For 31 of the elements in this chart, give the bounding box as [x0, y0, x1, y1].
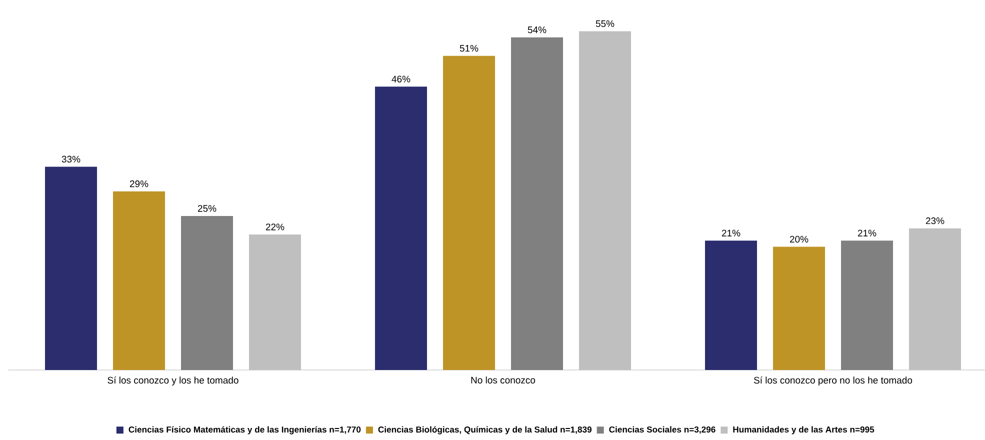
data-label: 33% — [62, 156, 80, 163]
legend-label: Humanidades y de las Artes n=995 — [733, 426, 874, 434]
bar — [249, 234, 302, 370]
x-tick-label: Sí los conozco pero no los he tomado — [754, 376, 912, 386]
x-tick-label: No los conozco — [471, 376, 536, 384]
bar — [443, 56, 496, 370]
data-label: 22% — [266, 224, 284, 230]
legend-label: Ciencias Físico Matemáticas y de las Ingenierías n=1,770 — [128, 426, 361, 434]
data-label: 55% — [596, 20, 614, 27]
data-label: 21% — [858, 230, 876, 236]
x-tick-label: Sí los conozco y los he tomado — [108, 376, 238, 386]
bar — [773, 246, 826, 370]
data-label: 51% — [460, 44, 478, 52]
bar — [511, 37, 564, 370]
bar — [113, 191, 166, 370]
legend-label: Ciencias Biológicas, Químicas y de la Salud n=1,839 — [378, 426, 592, 434]
data-label: 29% — [130, 180, 148, 188]
data-label: 21% — [722, 230, 740, 236]
bar — [181, 216, 234, 370]
bar — [841, 240, 894, 370]
legend-label: Ciencias Sociales n=3,296 — [609, 426, 716, 434]
data-label: 20% — [790, 236, 808, 243]
data-label: 25% — [198, 205, 216, 212]
data-label: 23% — [926, 217, 944, 224]
bar — [375, 86, 428, 370]
bar — [705, 240, 758, 370]
data-label: 54% — [528, 26, 546, 34]
data-label: 46% — [392, 76, 410, 82]
bar — [909, 228, 962, 370]
bar — [45, 166, 97, 370]
bar — [579, 31, 632, 370]
